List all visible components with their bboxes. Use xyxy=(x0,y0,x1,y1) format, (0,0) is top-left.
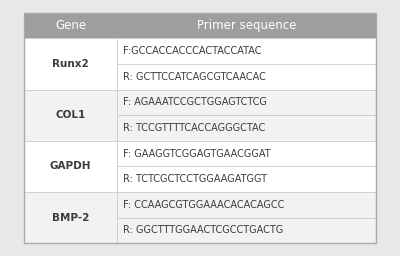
Bar xyxy=(117,64,376,90)
Bar xyxy=(24,13,117,38)
Bar xyxy=(24,13,376,243)
Bar xyxy=(117,166,376,192)
Text: GAPDH: GAPDH xyxy=(50,161,91,172)
Bar xyxy=(117,141,376,166)
Bar xyxy=(117,13,376,38)
Bar xyxy=(24,192,117,243)
Text: R: GGCTTTGGAACTCGCCTGACTG: R: GGCTTTGGAACTCGCCTGACTG xyxy=(123,225,284,236)
Text: Primer sequence: Primer sequence xyxy=(197,19,296,32)
Bar xyxy=(117,90,376,115)
Text: COL1: COL1 xyxy=(56,110,86,120)
Bar xyxy=(117,218,376,243)
Bar xyxy=(117,38,376,64)
Bar xyxy=(117,192,376,218)
Text: Gene: Gene xyxy=(55,19,86,32)
Text: R: TCCGTTTTCACCAGGGCTAC: R: TCCGTTTTCACCAGGGCTAC xyxy=(123,123,266,133)
Bar xyxy=(24,90,117,141)
Bar xyxy=(24,38,117,90)
Bar xyxy=(117,115,376,141)
Text: F:GCCACCACCCACTACCATAC: F:GCCACCACCCACTACCATAC xyxy=(123,46,262,56)
Bar xyxy=(24,141,117,192)
Text: R: GCTTCCATCAGCGTCAACAC: R: GCTTCCATCAGCGTCAACAC xyxy=(123,72,266,82)
Text: R: TCTCGCTCCTGGAAGATGGT: R: TCTCGCTCCTGGAAGATGGT xyxy=(123,174,267,184)
Text: BMP-2: BMP-2 xyxy=(52,212,89,223)
Text: F: CCAAGCGTGGAAACACACAGCC: F: CCAAGCGTGGAAACACACAGCC xyxy=(123,200,285,210)
Text: F: GAAGGTCGGAGTGAACGGAT: F: GAAGGTCGGAGTGAACGGAT xyxy=(123,148,271,159)
Text: Runx2: Runx2 xyxy=(52,59,89,69)
Text: F: AGAAATCCGCTGGAGTCTCG: F: AGAAATCCGCTGGAGTCTCG xyxy=(123,97,267,108)
